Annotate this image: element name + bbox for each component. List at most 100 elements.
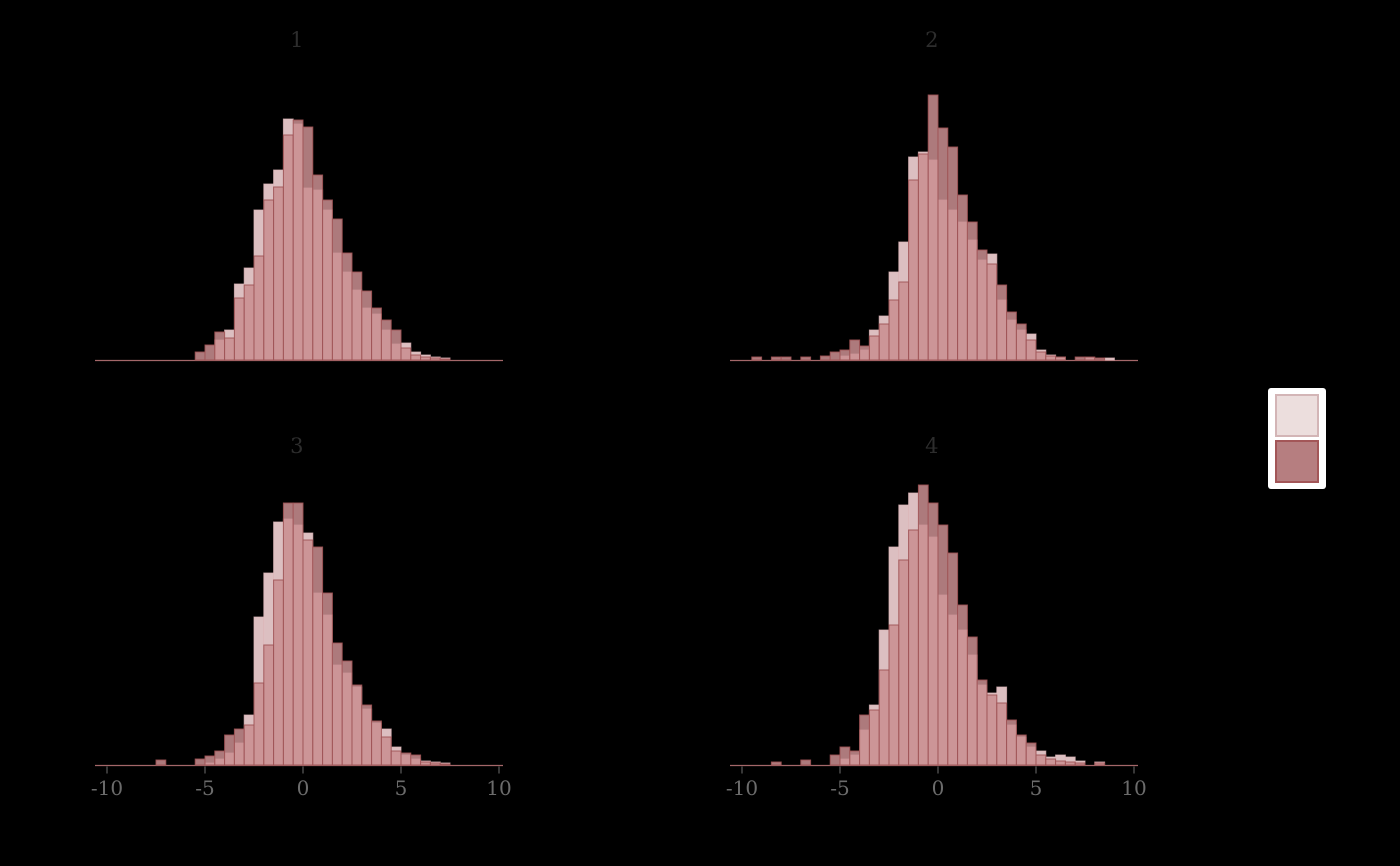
histogram-bar-dark <box>947 552 959 766</box>
x-tick-label: 10 <box>486 776 511 800</box>
histogram-bar-dark <box>1035 351 1047 361</box>
histogram-bar-dark <box>819 355 831 361</box>
histogram-bar-dark <box>204 344 216 361</box>
histogram-bar-dark <box>1074 356 1086 361</box>
histogram-bar-dark <box>390 750 402 766</box>
histogram-bar-dark <box>312 546 324 766</box>
x-tick-label: 5 <box>395 776 408 800</box>
histogram-bar-light <box>1104 357 1115 361</box>
histogram-bar-dark <box>1055 760 1066 766</box>
histogram-bar-dark <box>312 174 324 361</box>
histogram-bar-dark <box>410 754 422 766</box>
histogram-bar-dark <box>800 356 812 361</box>
histogram-bar-dark <box>361 290 373 361</box>
x-tick-label: 10 <box>1121 776 1146 800</box>
histogram-bar-dark <box>302 539 314 766</box>
histogram-bar-dark <box>400 752 412 766</box>
histogram-bar-dark <box>868 335 880 361</box>
histogram-bar-dark <box>420 761 431 766</box>
histogram-bar-dark <box>361 704 373 766</box>
histogram-bar-dark <box>888 299 900 361</box>
histogram-bar-dark <box>341 252 353 361</box>
histogram-bar-dark <box>390 329 402 361</box>
histogram-bar-dark <box>957 604 968 766</box>
histogram-bar-dark <box>400 347 412 361</box>
histogram-bar-dark <box>1035 754 1047 766</box>
histogram-bar-dark <box>214 750 226 766</box>
histogram-bar-dark <box>282 134 294 361</box>
histogram-bar-dark <box>966 636 978 766</box>
histogram-bar-dark <box>302 126 314 361</box>
histogram-bar-dark <box>780 356 792 361</box>
histogram-bar-dark <box>947 146 959 361</box>
histogram-panel-1 <box>95 118 503 362</box>
histogram-bar-dark <box>751 356 763 361</box>
histogram-bar-dark <box>224 734 235 766</box>
histogram-bar-dark <box>1045 355 1057 361</box>
histogram-bar-dark <box>429 357 441 361</box>
histogram-bar-dark <box>253 682 265 766</box>
histogram-bar-dark <box>908 179 919 361</box>
x-tick-label: 0 <box>297 776 310 800</box>
histogram-bar-dark <box>273 579 284 766</box>
histogram-bar-dark <box>878 323 890 361</box>
histogram-bar-dark <box>986 694 998 766</box>
histogram-bar-dark <box>1025 742 1037 766</box>
histogram-bar-dark <box>253 255 265 361</box>
x-tick-label: -10 <box>91 776 123 800</box>
histogram-bar-dark <box>273 186 284 361</box>
histogram-panel-2 <box>730 94 1138 362</box>
histogram-bar-dark <box>1015 323 1027 361</box>
histogram-bar-dark <box>420 356 431 361</box>
histogram-bar-dark <box>1025 339 1037 361</box>
histogram-bar-dark <box>859 345 870 361</box>
histogram-bar-dark <box>996 702 1008 766</box>
histogram-bar-dark <box>204 755 216 766</box>
histogram-bar-dark <box>1064 761 1076 766</box>
histogram-bar-dark <box>371 720 382 766</box>
histogram-bar-dark <box>1055 356 1066 361</box>
histogram-bar-dark <box>292 119 304 361</box>
histogram-bar-dark <box>976 679 988 766</box>
histogram-bar-dark <box>898 281 910 361</box>
histogram-bar-dark <box>1094 762 1106 766</box>
histogram-bar-dark <box>908 529 919 766</box>
histogram-bar-dark <box>429 762 441 766</box>
histogram-bar-dark <box>410 354 422 361</box>
histogram-bar-dark <box>957 194 968 361</box>
histogram-bar-dark <box>380 319 392 361</box>
histogram-bar-dark <box>927 94 939 361</box>
histogram-bar-dark <box>380 736 392 766</box>
histogram-bar-dark <box>878 669 890 766</box>
histogram-bar-dark <box>1084 356 1096 361</box>
histogram-bar-dark <box>849 339 861 361</box>
histogram-bar-dark <box>996 284 1008 361</box>
histogram-bar-dark <box>243 724 255 766</box>
histogram-bar-dark <box>770 761 782 766</box>
histogram-bar-dark <box>331 218 343 361</box>
histogram-bar-dark <box>839 349 851 361</box>
histogram-bar-dark <box>986 263 998 361</box>
histogram-bar-dark <box>917 484 929 766</box>
histogram-bar-dark <box>282 502 294 766</box>
x-tick-label: -10 <box>726 776 758 800</box>
histogram-bar-dark <box>888 624 900 766</box>
histogram-bar-dark <box>439 358 451 361</box>
x-tick-label: 0 <box>932 776 945 800</box>
histogram-bar-dark <box>341 660 353 766</box>
histogram-bar-dark <box>263 644 275 766</box>
histogram-bar-dark <box>868 709 880 766</box>
histogram-bar-dark <box>233 297 245 361</box>
x-tick-label: 5 <box>1030 776 1043 800</box>
histogram-bar-dark <box>927 502 939 766</box>
histogram-bar-dark <box>155 759 167 766</box>
histogram-bar-dark <box>194 351 206 361</box>
histogram-bar-dark <box>243 284 255 361</box>
histogram-bar-dark <box>263 199 275 361</box>
histogram-bar-dark <box>351 684 363 766</box>
histogram-bar-dark <box>1006 719 1017 766</box>
facet-title-1: 1 <box>290 28 304 52</box>
histogram-bar-dark <box>1045 758 1057 766</box>
histogram-panel-3: -10 -5 0 5 10 <box>91 502 512 800</box>
